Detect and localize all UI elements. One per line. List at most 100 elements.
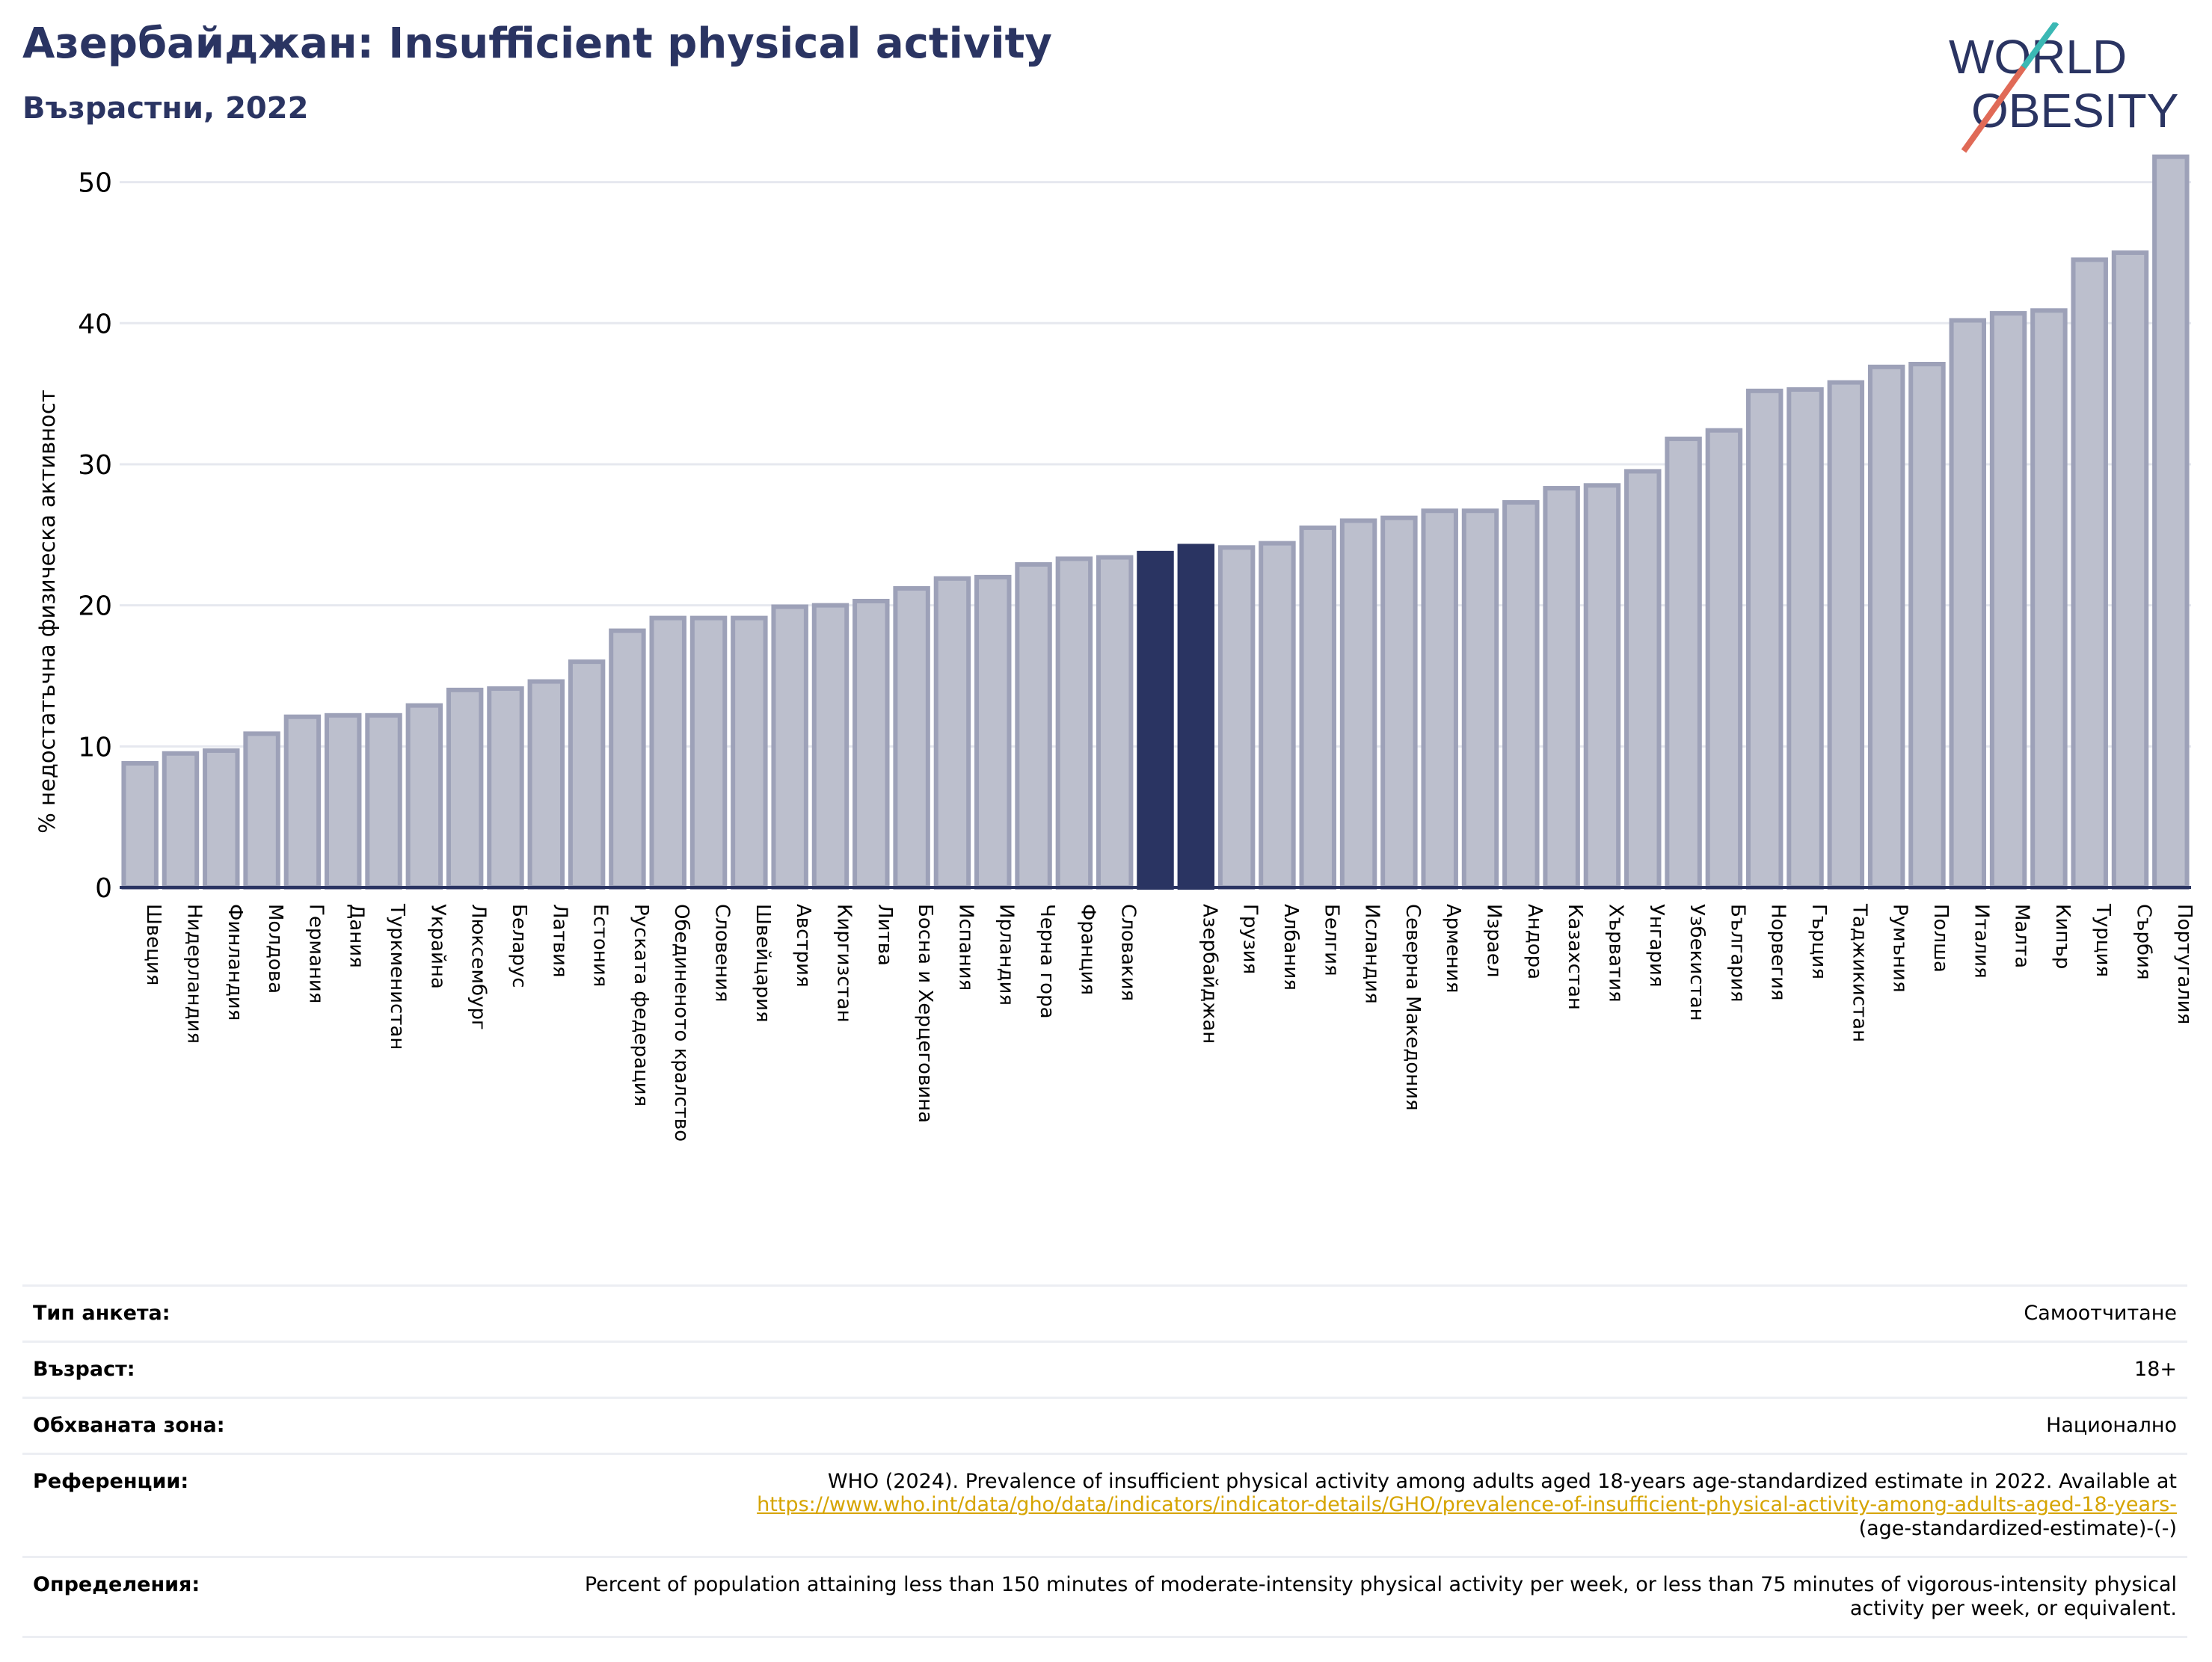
- bar: [121, 760, 159, 890]
- x-tick-label: Португалия: [2173, 904, 2196, 1024]
- x-tick-label: Норвегия: [1767, 904, 1789, 1000]
- info-label: Референции:: [33, 1469, 189, 1493]
- page-title: Азербайджан: Insufficient physical activ…: [22, 19, 1052, 68]
- info-value: Национално: [2046, 1413, 2177, 1437]
- page-subtitle: Възрастни, 2022: [22, 91, 309, 126]
- x-tick-label: Туркменистан: [386, 903, 408, 1050]
- bar: [689, 615, 728, 890]
- bar: [2152, 154, 2190, 890]
- x-tick-label: Босна и Херцеговина: [914, 904, 936, 1123]
- x-tick-label: Малта: [2011, 904, 2033, 968]
- x-tick-label: Албания: [1279, 904, 1302, 991]
- bar: [1299, 525, 1336, 890]
- bar: [731, 615, 768, 890]
- x-tick-label: Сърбия: [2133, 904, 2155, 980]
- bar: [609, 628, 646, 890]
- bar: [852, 598, 890, 890]
- x-tick-label: Финландия: [224, 904, 246, 1021]
- bar: [1543, 486, 1580, 890]
- logo-line-1: WORLD: [1949, 30, 2127, 84]
- reference-link[interactable]: https://www.who.int/data/gho/data/indica…: [757, 1493, 2177, 1517]
- bar: [365, 712, 402, 890]
- x-tick-labels: Швеция Нидерландия Финландия Молдова Германи…: [142, 903, 2196, 1142]
- bar-chart: 0 10 20 30 40 50 Швеция Нидерландия Финландия Мо…: [34, 154, 2196, 1142]
- reference-text-end: (age-standardized-estimate)-(-): [1858, 1517, 2177, 1541]
- x-tick-label: Молдова: [264, 904, 286, 994]
- bar: [325, 712, 362, 890]
- x-tick-label: Хърватия: [1604, 904, 1626, 1003]
- bar: [649, 615, 686, 890]
- bar: [1259, 541, 1296, 890]
- bar: [283, 714, 322, 890]
- y-axis-label: % недостатъчна физическа активност: [34, 390, 60, 834]
- bar: [243, 731, 280, 890]
- bar: [1502, 499, 1540, 890]
- x-tick-label: Германия: [304, 904, 327, 1003]
- x-tick-label: Азербайджан: [1198, 904, 1220, 1044]
- bar: [1055, 556, 1093, 890]
- info-row-age: Възраст: 18+: [22, 1341, 2187, 1397]
- x-tick-label: Румъния: [1889, 904, 1911, 993]
- bar: [203, 748, 240, 890]
- bar: [527, 679, 565, 890]
- info-label: Тип анкета:: [33, 1302, 170, 1325]
- bar: [2030, 308, 2068, 890]
- bar: [1583, 483, 1621, 890]
- bar: [405, 703, 443, 890]
- x-tick-label: Испания: [954, 904, 977, 991]
- x-tick-label: Узбекистан: [1686, 904, 1708, 1021]
- x-tick-label: България: [1726, 904, 1748, 1002]
- x-tick-label: Беларус: [508, 904, 530, 988]
- bar: [162, 751, 200, 890]
- x-tick-label: Исландия: [1361, 904, 1383, 1004]
- bar: [1421, 508, 1458, 890]
- bar: [1787, 387, 1824, 890]
- bar: [1461, 508, 1499, 890]
- x-tick-label: Унгария: [1645, 904, 1668, 987]
- bar: [1380, 515, 1418, 890]
- x-tick-label: Швеция: [142, 904, 165, 985]
- bar: [2071, 257, 2108, 890]
- x-tick-label: Италия: [1970, 904, 1992, 979]
- x-tick-label: Северна Македония: [1401, 904, 1424, 1111]
- bar: [1096, 555, 1134, 890]
- info-value: WHO (2024). Prevalence of insufficient p…: [567, 1453, 2187, 1557]
- bar: [1827, 380, 1865, 890]
- info-table: Тип анкета: Самоотчитане Възраст: 18+ Об…: [22, 1284, 2187, 1638]
- info-row-references: Референции: WHO (2024). Prevalence of in…: [22, 1453, 2187, 1557]
- y-tick-label: 20: [78, 591, 112, 622]
- x-tick-label: Люксембург: [467, 904, 490, 1030]
- x-tick-label: Кипър: [2051, 904, 2074, 969]
- info-label: Определения:: [33, 1573, 200, 1597]
- bar: [893, 586, 930, 890]
- bar: [1989, 311, 2027, 890]
- y-tick-label: 0: [95, 873, 112, 904]
- x-tick-label: Словакия: [1117, 904, 1140, 1001]
- x-tick-label: Черна гора: [1036, 904, 1058, 1019]
- y-tick-label: 50: [78, 168, 112, 199]
- bar: [771, 604, 808, 890]
- bar: [1665, 437, 1702, 890]
- logo-slash-red: [1961, 65, 2027, 153]
- x-tick-label: Руската федерация: [630, 904, 652, 1107]
- bar: [1177, 544, 1215, 890]
- x-tick-label: Литва: [873, 904, 896, 966]
- y-tick-label: 40: [78, 309, 112, 339]
- bar: [568, 659, 606, 890]
- info-value: Самоотчитане: [2024, 1302, 2177, 1325]
- x-tick-label: Андора: [1523, 904, 1546, 979]
- info-label: Обхваната зона:: [33, 1413, 225, 1437]
- reference-text: WHO (2024). Prevalence of insufficient p…: [827, 1469, 2177, 1493]
- bar: [1015, 561, 1052, 890]
- bar: [1949, 318, 1987, 890]
- bar: [1867, 364, 1905, 890]
- world-obesity-logo: WORLD OBESITY: [1949, 22, 2178, 153]
- x-tick-label: Обединеното кралство: [670, 904, 692, 1142]
- x-tick-label: Австрия: [792, 904, 814, 988]
- bar: [811, 603, 850, 890]
- bar: [1745, 388, 1784, 890]
- x-tick-label: Ирландия: [995, 904, 1018, 1006]
- x-tick-label: Латвия: [548, 904, 571, 978]
- info-row-survey-type: Тип анкета: Самоотчитане: [22, 1285, 2187, 1342]
- bar: [487, 686, 524, 890]
